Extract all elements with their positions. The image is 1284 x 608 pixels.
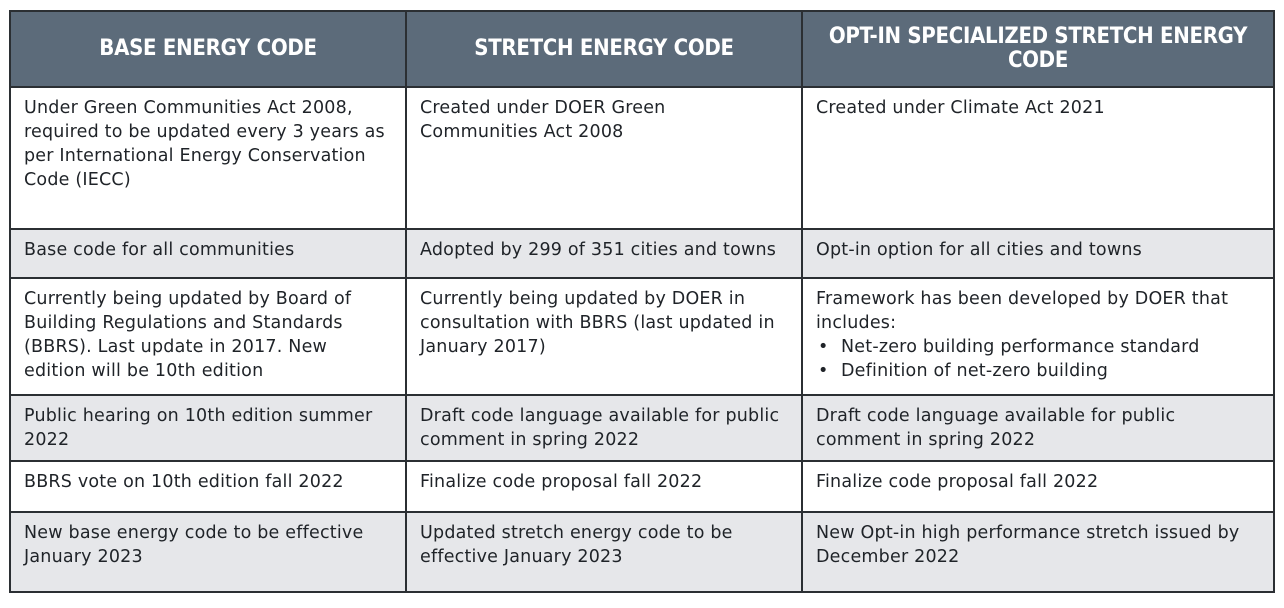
cell-base: New base energy code to be effective Jan… [9, 511, 407, 593]
list-item: Definition of net-zero building [816, 359, 1261, 383]
cell-stretch: Created under DOER Green Communities Act… [405, 86, 803, 230]
opt-in-framework-list: Net-zero building performance standard D… [816, 335, 1261, 383]
cell-opt-in: Draft code language available for public… [801, 394, 1275, 462]
cell-base: Under Green Communities Act 2008, requir… [9, 86, 407, 230]
cell-base: BBRS vote on 10th edition fall 2022 [9, 460, 407, 513]
cell-opt-in: Framework has been developed by DOER tha… [801, 277, 1275, 396]
cell-opt-in: Opt-in option for all cities and towns [801, 228, 1275, 279]
header-stretch-energy-code: STRETCH ENERGY CODE [405, 10, 803, 88]
cell-opt-in: Created under Climate Act 2021 [801, 86, 1275, 230]
table-row: Currently being updated by Board of Buil… [9, 277, 1275, 396]
cell-base: Base code for all communities [9, 228, 407, 279]
table-row: BBRS vote on 10th edition fall 2022 Fina… [9, 460, 1275, 513]
opt-in-framework-text: Framework has been developed by DOER tha… [816, 289, 1229, 333]
energy-code-table: BASE ENERGY CODE STRETCH ENERGY CODE OPT… [9, 10, 1275, 593]
cell-opt-in: New Opt-in high performance stretch issu… [801, 511, 1275, 593]
cell-stretch: Draft code language available for public… [405, 394, 803, 462]
energy-code-comparison: BASE ENERGY CODE STRETCH ENERGY CODE OPT… [9, 10, 1275, 593]
cell-base: Currently being updated by Board of Buil… [9, 277, 407, 396]
header-opt-in-specialized-code: OPT-IN SPECIALIZED STRETCH ENERGY CODE [801, 10, 1275, 88]
cell-stretch: Adopted by 299 of 351 cities and towns [405, 228, 803, 279]
cell-stretch: Currently being updated by DOER in consu… [405, 277, 803, 396]
table-row: Public hearing on 10th edition summer 20… [9, 394, 1275, 462]
cell-base: Public hearing on 10th edition summer 20… [9, 394, 407, 462]
table-row: Under Green Communities Act 2008, requir… [9, 86, 1275, 230]
list-item: Net-zero building performance standard [816, 335, 1261, 359]
cell-stretch: Finalize code proposal fall 2022 [405, 460, 803, 513]
table-row: Base code for all communities Adopted by… [9, 228, 1275, 279]
cell-opt-in: Finalize code proposal fall 2022 [801, 460, 1275, 513]
table-row: New base energy code to be effective Jan… [9, 511, 1275, 593]
cell-stretch: Updated stretch energy code to be effect… [405, 511, 803, 593]
table-header-row: BASE ENERGY CODE STRETCH ENERGY CODE OPT… [9, 10, 1275, 88]
header-base-energy-code: BASE ENERGY CODE [9, 10, 407, 88]
